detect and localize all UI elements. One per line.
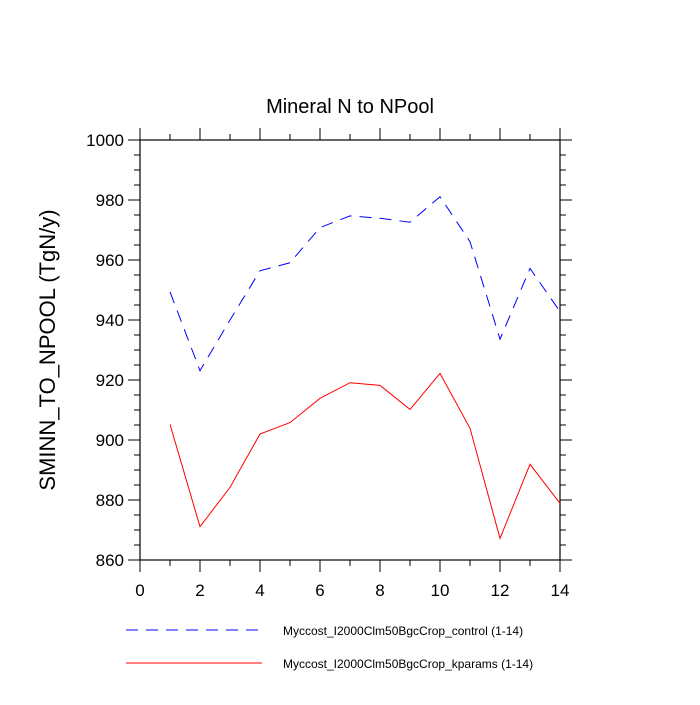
y-tick-label: 980 [96, 191, 124, 210]
y-tick-label: 960 [96, 251, 124, 270]
x-tick-label: 12 [491, 581, 510, 600]
x-tick-label: 14 [551, 581, 570, 600]
y-tick-label: 1000 [86, 131, 124, 150]
x-tick-label: 4 [255, 581, 264, 600]
x-tick-label: 6 [315, 581, 324, 600]
chart-title: Mineral N to NPool [266, 96, 434, 118]
x-tick-label: 2 [195, 581, 204, 600]
x-tick-label: 10 [431, 581, 450, 600]
y-tick-label: 860 [96, 551, 124, 570]
y-tick-label: 900 [96, 431, 124, 450]
series-line-0 [169, 195, 561, 372]
y-tick-label: 920 [96, 371, 124, 390]
y-tick-label: 880 [96, 491, 124, 510]
legend-label-control: Myccost_I2000Clm50BgcCrop_control (1-14) [283, 624, 523, 638]
x-tick-label: 0 [135, 581, 144, 600]
legend-label-kparams: Myccost_I2000Clm50BgcCrop_kparams (1-14) [283, 657, 533, 671]
plot-frame [139, 139, 561, 561]
x-tick-label: 8 [375, 581, 384, 600]
series-line-1 [169, 372, 561, 540]
y-tick-label: 940 [96, 311, 124, 330]
y-axis-label: SMINN_TO_NPOOL (TgN/y) [35, 209, 60, 490]
